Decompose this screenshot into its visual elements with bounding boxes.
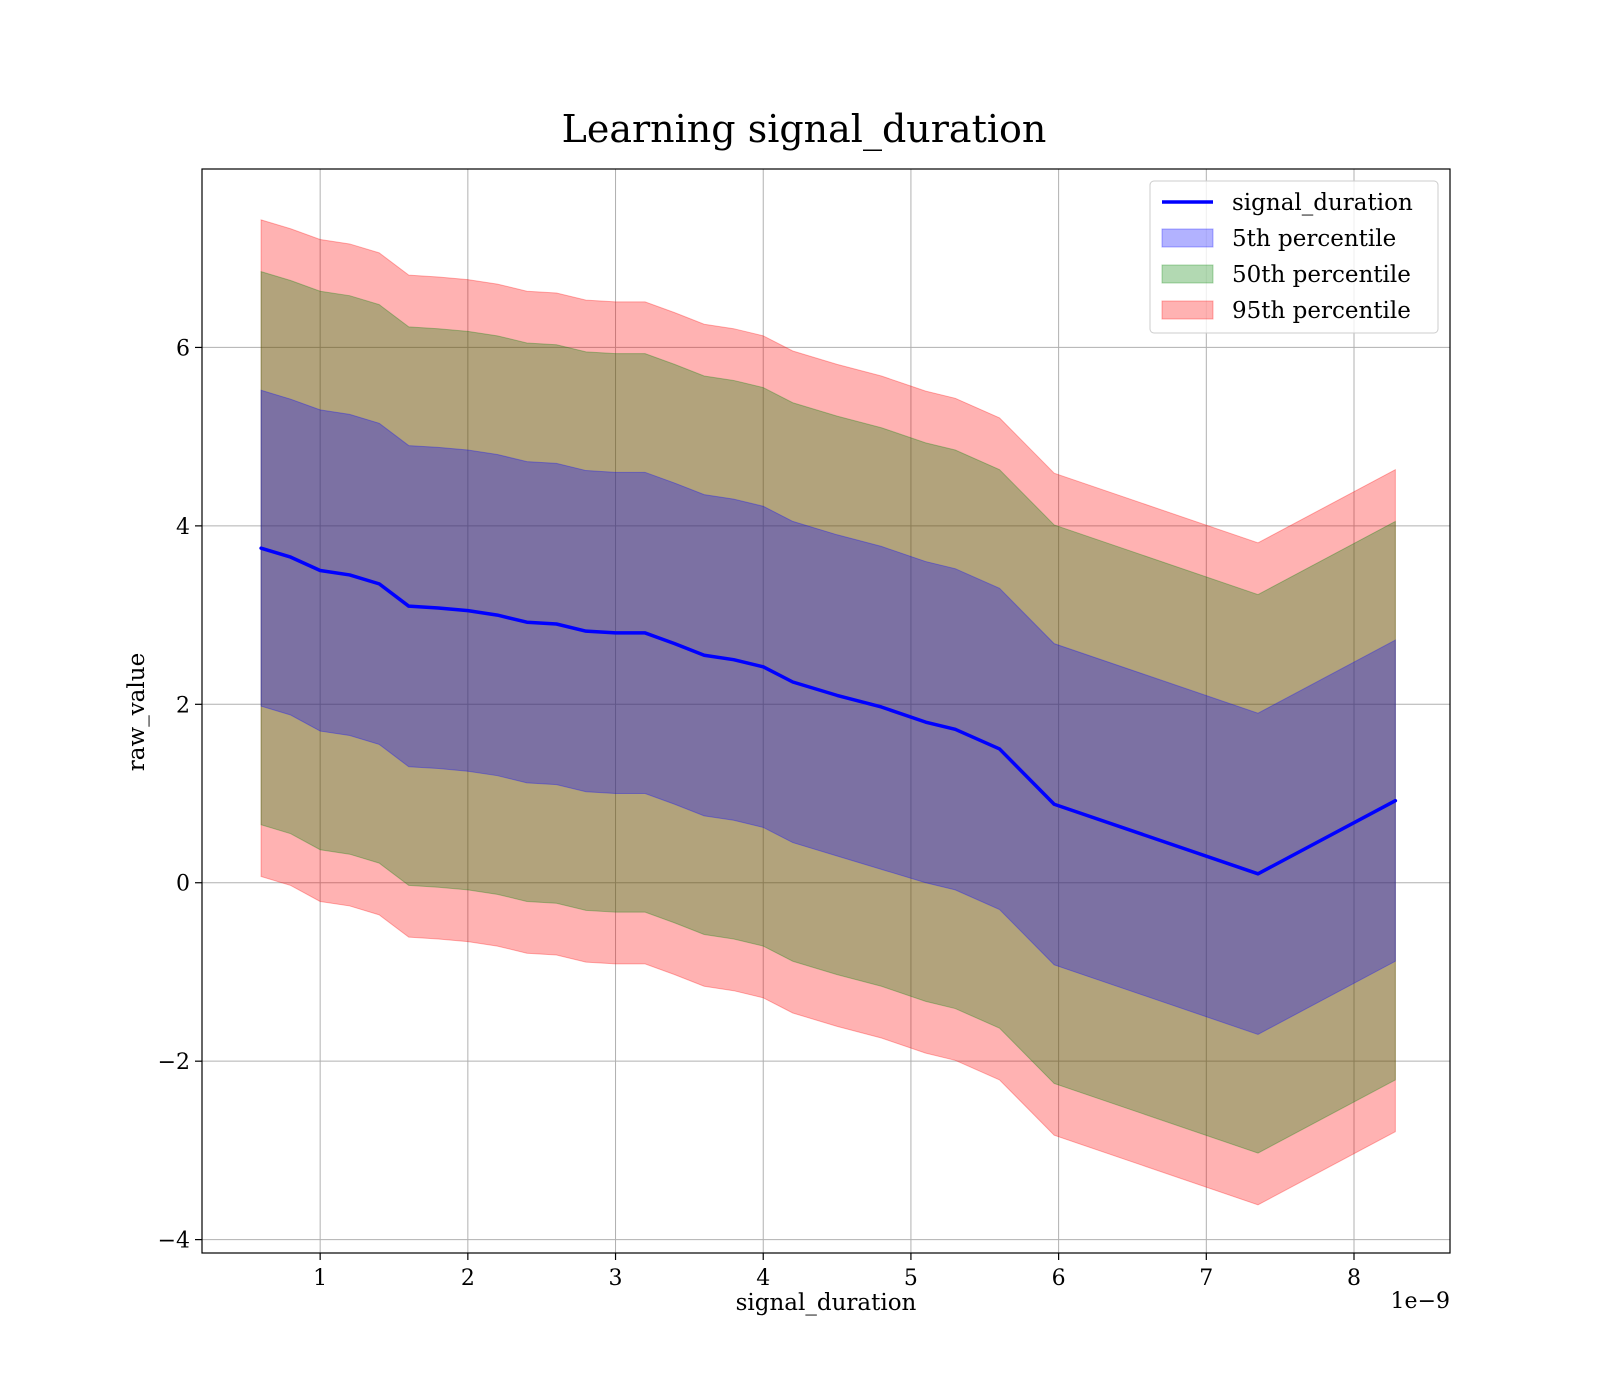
y-tick-label: −4 <box>158 1229 190 1254</box>
legend-swatch <box>1161 228 1214 248</box>
legend-label: 50th percentile <box>1232 262 1411 288</box>
x-axis-ticks: 1 2 3 4 5 6 7 8 <box>313 1253 1361 1291</box>
x-tick-label: 1 <box>313 1266 327 1291</box>
y-tick-label: 6 <box>176 336 190 361</box>
legend-label: 5th percentile <box>1232 226 1396 252</box>
legend: signal_duration 5th percentile 50th percen… <box>1149 180 1439 334</box>
y-tick-label: 4 <box>176 515 190 540</box>
series-line-signal_duration <box>259 546 1398 876</box>
x-tick-label: 5 <box>904 1266 918 1291</box>
x-tick-label: 8 <box>1347 1266 1361 1291</box>
legend-label: 95th percentile <box>1232 298 1411 324</box>
legend-label: signal_duration <box>1232 190 1413 216</box>
x-tick-label: 7 <box>1199 1266 1213 1291</box>
percentile-bands <box>260 219 1396 1206</box>
legend-swatch <box>1161 300 1214 320</box>
x-tick-label: 4 <box>756 1266 770 1291</box>
y-tick-label: 2 <box>176 693 190 718</box>
y-axis-ticks: −4 −2 0 2 4 6 <box>158 336 202 1254</box>
grid <box>202 169 1450 1253</box>
plot-frame <box>201 168 1451 1254</box>
band-5th-percentile <box>260 389 1396 1035</box>
x-axis-label: signal_duration <box>736 1290 917 1316</box>
band-50th-percentile <box>260 270 1396 1154</box>
band-95th-percentile <box>260 219 1396 1206</box>
y-axis-label: raw_value <box>124 653 150 771</box>
y-tick-label: 0 <box>176 872 190 897</box>
series-lines <box>259 546 1398 876</box>
chart-title: Learning signal_duration <box>562 107 1047 152</box>
legend-frame <box>1149 180 1439 334</box>
x-axis-offset-label: 1e−9 <box>1391 1289 1450 1314</box>
x-tick-label: 2 <box>461 1266 475 1291</box>
y-tick-label: −2 <box>158 1050 190 1075</box>
x-tick-label: 3 <box>609 1266 623 1291</box>
x-tick-label: 6 <box>1052 1266 1066 1291</box>
legend-swatch <box>1161 264 1214 284</box>
